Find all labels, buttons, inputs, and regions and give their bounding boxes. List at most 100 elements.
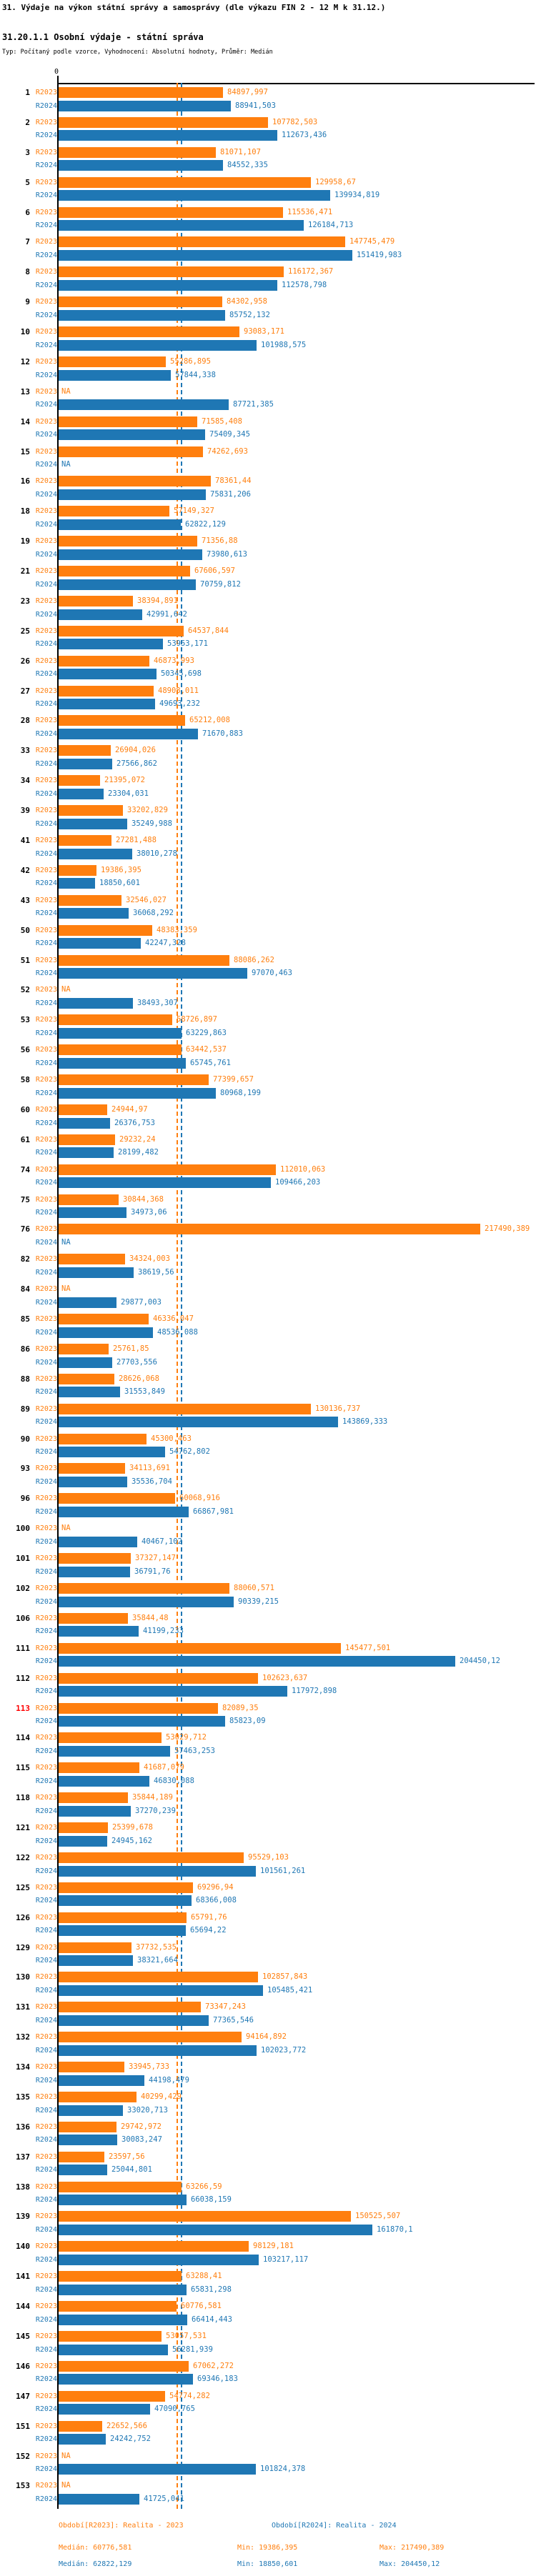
bar-value-r2023: 46873,993 [154, 657, 194, 665]
series-label-r2023: R2023 [35, 2063, 57, 2071]
bar-r2023 [59, 2241, 249, 2252]
bar-value-r2023: 63442,537 [186, 1045, 227, 1054]
bar-r2023 [59, 2002, 201, 2012]
stat-min-r2024: Min: 18850,601 [237, 2560, 298, 2568]
bar-value-r2023: 95529,103 [248, 1853, 289, 1862]
bar-r2024 [59, 1028, 182, 1039]
bar-r2024 [59, 2464, 256, 2475]
bar-value-r2023: 40299,429 [141, 2092, 182, 2101]
bar-value-r2023: 67062,272 [193, 2362, 234, 2370]
bar-value-r2023: 112010,063 [280, 1165, 326, 1174]
bar-r2023 [59, 1374, 114, 1384]
bar-r2023 [59, 1852, 244, 1863]
bar-value-r2023: 35844,48 [132, 1614, 169, 1622]
row-number: 12 [20, 357, 30, 366]
series-label-r2023: R2023 [35, 209, 57, 216]
bar-value-r2023: 63288,41 [186, 2272, 222, 2280]
series-label-r2023: R2023 [35, 867, 57, 874]
series-label-r2023: R2023 [35, 1524, 57, 1532]
series-label-r2023: R2023 [35, 1824, 57, 1832]
bar-value-r2023: 28626,068 [119, 1374, 159, 1383]
bar-value-r2024: 46830,088 [154, 1777, 194, 1785]
bar-r2024 [59, 489, 206, 500]
series-label-r2023: R2023 [35, 957, 57, 964]
bar-value-r2023: 21395,072 [104, 776, 145, 784]
row-number: 27 [20, 687, 30, 696]
bar-r2024 [59, 579, 196, 590]
bar-r2024 [59, 340, 257, 351]
bar-value-r2023: 34324,003 [129, 1254, 170, 1263]
bar-r2023 [59, 596, 133, 606]
series-label-r2023: R2023 [35, 89, 57, 96]
series-label-r2023: R2023 [35, 1255, 57, 1263]
bar-value-r2024: 151419,983 [357, 251, 402, 259]
bar-value-r2023: 115536,471 [287, 208, 333, 216]
bar-r2024 [59, 2374, 193, 2385]
bar-value-r2023: 71356,88 [202, 536, 238, 545]
bar-value-r2024: 18850,601 [99, 879, 140, 887]
bar-value-r2023: 74262,693 [207, 447, 248, 456]
bar-value-r2023: 37327,147 [135, 1554, 176, 1562]
series-label-r2024: R2024 [35, 730, 57, 738]
series-label-r2023: R2023 [35, 358, 57, 366]
bar-r2024 [59, 1836, 107, 1847]
bar-r2024 [59, 1477, 127, 1487]
bar-value-r2023: 26904,026 [115, 746, 156, 754]
bar-r2023 [59, 805, 123, 816]
bar-value-r2024: 75831,206 [210, 490, 251, 499]
series-label-r2023: R2023 [35, 298, 57, 306]
na-value-r2024: NA [61, 1238, 71, 1247]
bar-value-r2023: 129958,67 [315, 178, 356, 186]
series-label-r2024: R2024 [35, 2017, 57, 2025]
bar-value-r2024: 50345,698 [161, 669, 202, 678]
row-number: 76 [20, 1224, 30, 1234]
bar-r2023 [59, 87, 223, 98]
row-number: 25 [20, 626, 30, 636]
row-number: 26 [20, 657, 30, 666]
series-label-r2023: R2023 [35, 687, 57, 695]
bar-value-r2023: 53029,712 [166, 1733, 207, 1742]
series-label-r2023: R2023 [35, 1884, 57, 1892]
row-number: 111 [16, 1644, 30, 1653]
bar-value-r2024: 44198,479 [149, 2076, 189, 2085]
bar-value-r2024: 102023,772 [261, 2046, 307, 2055]
bar-value-r2023: 35844,189 [132, 1793, 173, 1802]
series-label-r2024: R2024 [35, 1149, 57, 1157]
series-label-r2024: R2024 [35, 1957, 57, 1965]
row-number: 10 [20, 327, 30, 336]
row-number: 51 [20, 956, 30, 965]
row-number: 1 [25, 88, 30, 97]
series-label-r2024: R2024 [35, 850, 57, 858]
series-label-r2023: R2023 [35, 418, 57, 426]
bar-value-r2024: 66414,443 [192, 2315, 232, 2324]
bar-value-r2024: 28199,482 [118, 1148, 159, 1157]
series-label-r2024: R2024 [35, 1448, 57, 1456]
bar-value-r2023: 81071,107 [220, 148, 261, 156]
series-label-r2023: R2023 [35, 537, 57, 545]
series-label-r2023: R2023 [35, 1644, 57, 1652]
series-label-r2023: R2023 [35, 2332, 57, 2340]
series-label-r2024: R2024 [35, 1329, 57, 1337]
row-number: 139 [16, 2212, 30, 2221]
series-label-r2024: R2024 [35, 1598, 57, 1606]
bar-r2023 [59, 1404, 311, 1414]
series-label-r2024: R2024 [35, 461, 57, 469]
bar-value-r2023: 107782,503 [272, 118, 318, 126]
stat-median-r2023: Medián: 60776,581 [59, 2544, 132, 2552]
bar-value-r2024: 38619,56 [138, 1268, 174, 1277]
series-label-r2024: R2024 [35, 311, 57, 319]
bar-value-r2023: 78361,44 [215, 476, 252, 485]
bar-r2024 [59, 1955, 133, 1966]
series-label-r2023: R2023 [35, 1166, 57, 1174]
stat-median-r2024: Medián: 62822,129 [59, 2560, 132, 2568]
series-label-r2024: R2024 [35, 2256, 57, 2264]
series-label-r2024: R2024 [35, 700, 57, 708]
bar-r2024 [59, 819, 127, 829]
series-label-r2023: R2023 [35, 2422, 57, 2430]
series-label-r2024: R2024 [35, 1867, 57, 1875]
series-label-r2023: R2023 [35, 1225, 57, 1233]
bar-r2023 [59, 656, 149, 667]
series-label-r2023: R2023 [35, 1614, 57, 1622]
na-value-r2024: NA [61, 460, 71, 469]
series-label-r2024: R2024 [35, 2465, 57, 2473]
